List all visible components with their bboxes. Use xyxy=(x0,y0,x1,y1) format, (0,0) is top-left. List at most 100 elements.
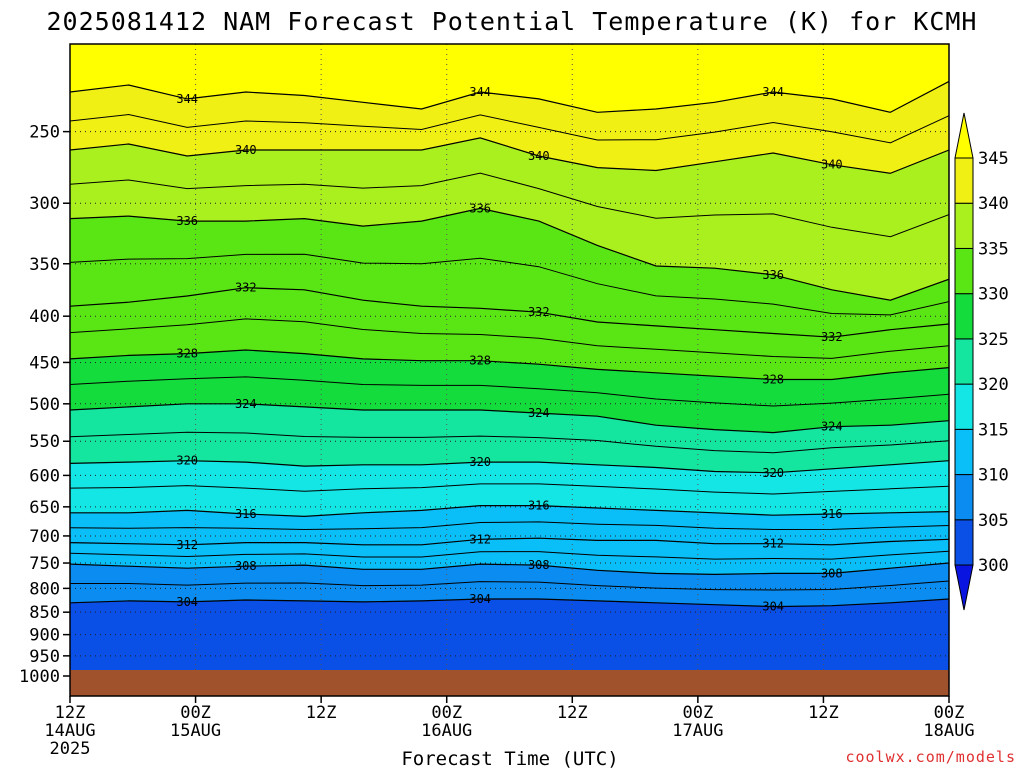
contour-line xyxy=(70,253,949,316)
x-tick-label: 18AUG xyxy=(923,721,974,741)
y-tick-label: 850 xyxy=(29,603,60,623)
x-tick-label: 15AUG xyxy=(170,721,221,741)
contour-line xyxy=(70,113,949,144)
x-tick-label: 00Z xyxy=(934,703,965,723)
y-tick-label: 1000 xyxy=(19,667,60,687)
contour-line xyxy=(70,598,949,608)
contour-line xyxy=(70,376,949,407)
colorbar-segment xyxy=(954,428,974,476)
colorbar-tick-label: 300 xyxy=(978,556,1009,576)
contour-line xyxy=(70,537,949,546)
x-tick-label: 12Z xyxy=(55,703,86,723)
contour-label: 332 xyxy=(821,330,843,344)
y-tick-label: 650 xyxy=(29,498,60,518)
colorbar-tick-label: 330 xyxy=(978,285,1009,305)
y-tick-label: 600 xyxy=(29,466,60,486)
x-tick-label: 00Z xyxy=(180,703,211,723)
contour-label: 336 xyxy=(469,201,491,215)
contour-lines: 344 344 344 340 340 340 336 336 336 332 332 332 328 3… xyxy=(70,80,949,614)
contour-label: 308 xyxy=(528,558,550,572)
x-tick-label: 00Z xyxy=(431,703,462,723)
contour-label: 328 xyxy=(762,373,784,387)
colorbar-segment xyxy=(954,474,974,521)
contour-label: 316 xyxy=(821,507,843,521)
contour-label: 304 xyxy=(762,600,784,614)
y-tick-label: 950 xyxy=(29,647,60,667)
contour-label: 328 xyxy=(176,347,198,361)
contour-label: 316 xyxy=(235,507,257,521)
x-tick-label: 16AUG xyxy=(421,721,472,741)
colorbar-tick-label: 310 xyxy=(978,466,1009,486)
y-tick-label: 500 xyxy=(29,395,60,415)
colorbar-tick-label: 320 xyxy=(978,375,1009,395)
contour-line xyxy=(70,521,949,531)
band-fill xyxy=(70,44,949,89)
y-tick-label: 700 xyxy=(29,527,60,547)
x-tick-label: 12Z xyxy=(306,703,337,723)
contour-label: 340 xyxy=(528,149,550,163)
contour-label: 328 xyxy=(469,354,491,368)
contour-label: 308 xyxy=(821,566,843,580)
contour-line xyxy=(70,505,949,518)
contour-label: 332 xyxy=(235,281,257,295)
x-tick-label: 2025 xyxy=(50,739,91,759)
x-tick-label: 17AUG xyxy=(672,721,723,741)
y-tick-label: 250 xyxy=(29,123,60,143)
contour-label: 324 xyxy=(528,406,550,420)
contour-label: 316 xyxy=(528,499,550,513)
contour-line xyxy=(70,207,949,301)
grid-lines xyxy=(70,44,949,696)
contour-line xyxy=(70,172,949,238)
credit-text: coolwx.com/models xyxy=(845,748,1016,766)
colorbar-segment xyxy=(954,202,974,249)
colorbar-tick-label: 345 xyxy=(978,149,1009,169)
colorbar-segment xyxy=(954,293,974,340)
x-tick-label: 12Z xyxy=(808,703,839,723)
contour-label: 336 xyxy=(176,214,198,228)
contour-label: 324 xyxy=(235,397,257,411)
contour-label: 336 xyxy=(762,268,784,282)
colorbar-segment xyxy=(954,519,974,566)
color-bands xyxy=(70,44,949,696)
chart-title: 2025081412 NAM Forecast Potential Temper… xyxy=(47,7,978,36)
colorbar-tick-label: 325 xyxy=(978,330,1009,350)
contour-line xyxy=(70,580,949,591)
y-tick-label: 300 xyxy=(29,194,60,214)
contour-label: 344 xyxy=(762,85,784,99)
contour-label: 304 xyxy=(469,592,491,606)
contour-label: 320 xyxy=(469,455,491,469)
contour-line xyxy=(70,349,949,381)
contour-label: 344 xyxy=(469,85,491,99)
colorbar-tick-label: 340 xyxy=(978,194,1009,214)
colorbar-segment xyxy=(954,383,974,430)
contour-line xyxy=(70,287,949,338)
plot-frame xyxy=(69,43,950,697)
contour-label: 320 xyxy=(762,466,784,480)
x-tick-label: 14AUG xyxy=(44,721,95,741)
contour-line xyxy=(70,431,949,454)
colorbar-tick-label: 305 xyxy=(978,511,1009,531)
contour-line xyxy=(70,483,949,495)
x-tick-label: 12Z xyxy=(557,703,588,723)
contour-line xyxy=(70,460,949,474)
contour-label: 312 xyxy=(176,538,198,552)
colorbar-segment xyxy=(954,338,974,385)
colorbar-arrow-low xyxy=(954,564,974,611)
contour-label: 340 xyxy=(235,143,257,157)
x-axis-label: Forecast Time (UTC) xyxy=(401,748,618,768)
ground-surface xyxy=(70,670,949,696)
y-tick-label: 350 xyxy=(29,255,60,275)
y-tick-label: 400 xyxy=(29,307,60,327)
y-tick-label: 550 xyxy=(29,432,60,452)
contour-label: 312 xyxy=(469,532,491,546)
contour-line xyxy=(70,562,949,576)
colorbar-arrow-high xyxy=(954,112,974,159)
contour-label: 340 xyxy=(821,158,843,172)
x-tick-label: 00Z xyxy=(682,703,713,723)
contour-label: 332 xyxy=(528,305,550,319)
y-tick-label: 800 xyxy=(29,579,60,599)
colorbar: 300 305 310 315 320 325 330 335 340 345 xyxy=(954,112,1009,611)
contour-line xyxy=(70,550,949,560)
